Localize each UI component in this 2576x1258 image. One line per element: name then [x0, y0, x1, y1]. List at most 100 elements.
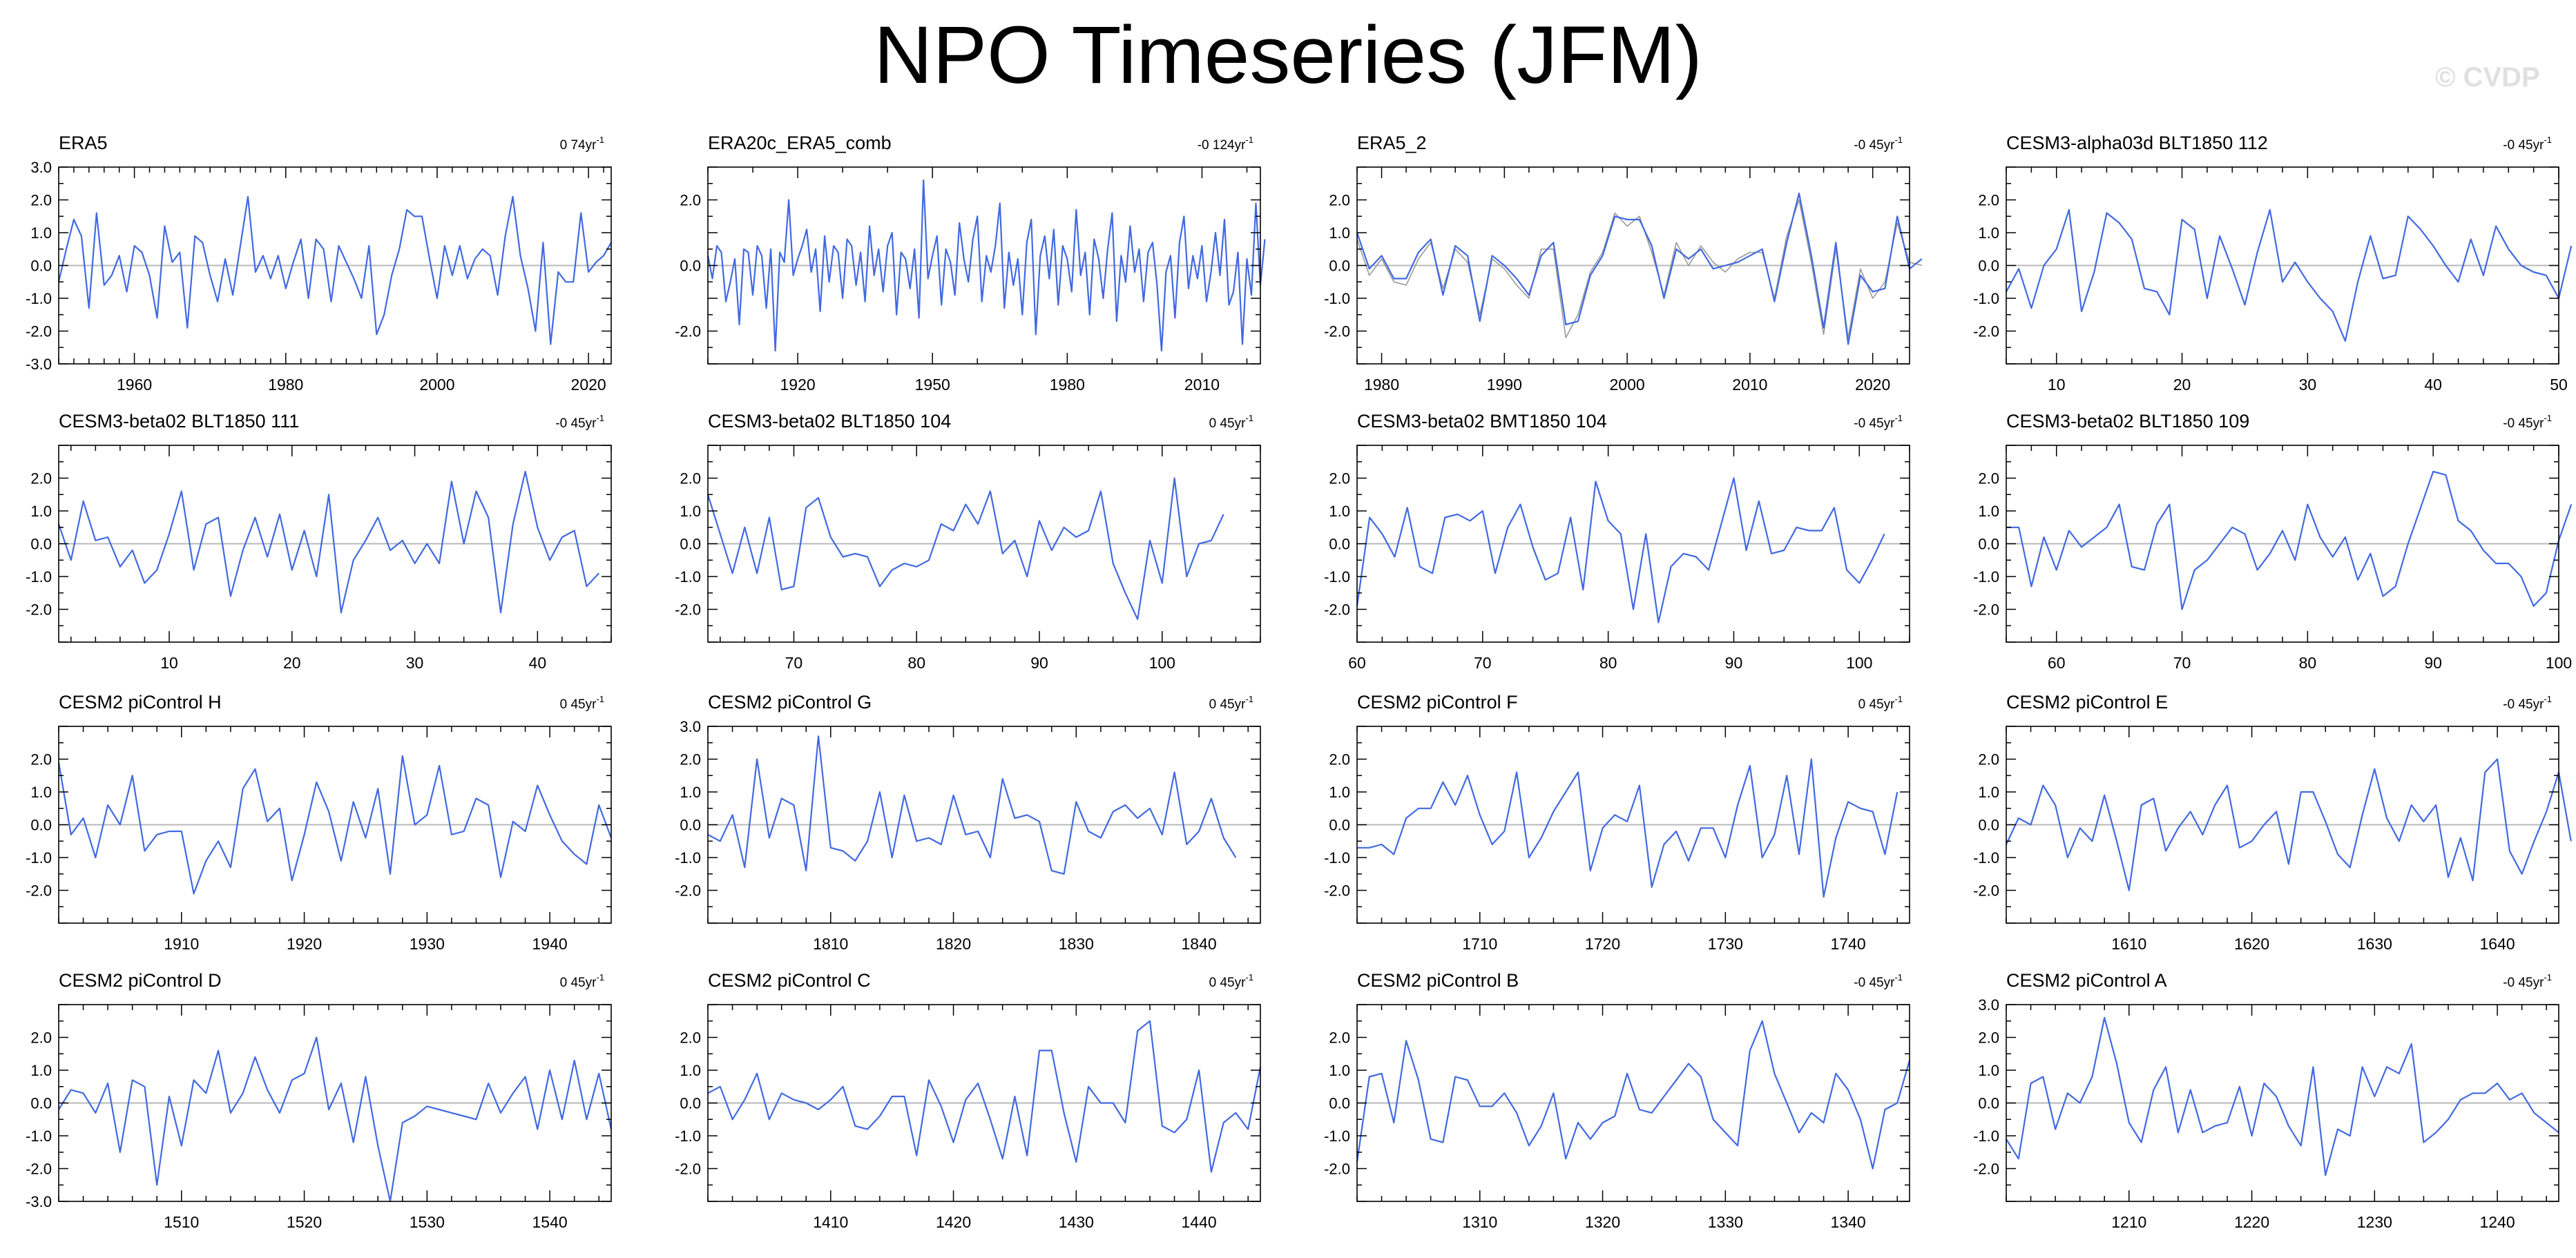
panel-title: ERA5 — [59, 133, 108, 153]
x-tick-label: 1740 — [1831, 935, 1866, 953]
panel: CESM2 piControl C 0 45yr-1 1410 1420 1430 144… — [675, 970, 1262, 1231]
x-tick-label: 1950 — [915, 376, 950, 394]
y-tick-label: 1.0 — [680, 1062, 701, 1079]
y-tick-label: 0.0 — [30, 258, 52, 275]
x-tick-label: 20 — [2173, 376, 2191, 394]
y-tick-label: 0.0 — [30, 536, 52, 553]
x-tick-label: 1920 — [780, 376, 815, 394]
y-tick-label: 1.0 — [30, 224, 52, 242]
x-tick-label: 2000 — [1610, 376, 1645, 394]
y-tick-label: 2.0 — [680, 751, 701, 768]
watermark: © CVDP — [2435, 62, 2540, 93]
y-tick-label: 0.0 — [680, 817, 701, 834]
panel-title: ERA5_2 — [1357, 133, 1427, 153]
y-tick-label: -1.0 — [26, 568, 52, 586]
trend-label: -0 45yr-1 — [1854, 972, 1903, 990]
x-tick-label: 1640 — [2480, 935, 2515, 953]
x-tick-label: 1240 — [2480, 1213, 2515, 1231]
y-tick-label: 1.0 — [1978, 1062, 1999, 1079]
x-tick-label: 90 — [2424, 654, 2442, 672]
series-line — [1357, 758, 1899, 898]
panel: CESM3-beta02 BLT1850 109 -0 45yr-1 60 70 80 9… — [1973, 411, 2573, 672]
panel-title: CESM3-alpha03d BLT1850 112 — [2006, 133, 2268, 153]
y-tick-label: 0.0 — [1978, 258, 1999, 275]
x-tick-label: 1920 — [287, 935, 322, 953]
panel: CESM2 piControl E -0 45yr-1 1610 1620 1630 16… — [1973, 692, 2572, 953]
series-line — [707, 179, 1266, 352]
panel-title: CESM2 piControl C — [708, 970, 871, 991]
y-tick-label: 1.0 — [1329, 784, 1350, 801]
x-tick-label: 1410 — [813, 1213, 848, 1231]
y-tick-label: 2.0 — [1329, 470, 1350, 487]
y-tick-label: -1.0 — [675, 1128, 701, 1145]
y-tick-label: 0.0 — [30, 1095, 52, 1112]
trend-label: 0 74yr-1 — [560, 135, 604, 153]
series-line — [2006, 209, 2573, 342]
panel-title: CESM3-beta02 BLT1850 109 — [2006, 411, 2249, 432]
x-tick-label: 2000 — [419, 376, 454, 394]
panel: CESM3-alpha03d BLT1850 112 -0 45yr-1 10 20 3… — [1973, 133, 2573, 394]
y-tick-label: -1.0 — [1324, 1128, 1350, 1145]
x-tick-label: 1830 — [1059, 935, 1094, 953]
y-tick-label: 1.0 — [680, 784, 701, 801]
y-tick-label: 1.0 — [30, 784, 52, 801]
y-tick-label: 2.0 — [30, 751, 52, 768]
y-tick-label: -2.0 — [1973, 601, 1999, 619]
x-tick-label: 80 — [907, 654, 925, 672]
x-tick-label: 1520 — [287, 1213, 322, 1231]
y-tick-label: 2.0 — [1329, 751, 1350, 768]
y-tick-label: -2.0 — [1973, 882, 1999, 900]
x-tick-label: 1620 — [2234, 935, 2269, 953]
x-tick-label: 40 — [529, 654, 547, 672]
x-tick-label: 1310 — [1462, 1213, 1497, 1231]
x-tick-label: 1530 — [410, 1213, 445, 1231]
x-tick-label: 2010 — [1184, 376, 1220, 394]
y-tick-label: -2.0 — [675, 323, 701, 340]
trend-label: -0 45yr-1 — [1854, 135, 1903, 153]
series-line — [707, 735, 1237, 875]
y-tick-label: 0.0 — [1329, 817, 1350, 834]
x-tick-label: 1820 — [936, 935, 971, 953]
x-tick-label: 1980 — [1050, 376, 1085, 394]
panel-title: CESM2 piControl E — [2006, 692, 2168, 713]
x-tick-label: 2010 — [1732, 376, 1767, 394]
y-tick-label: -2.0 — [1973, 1161, 1999, 1178]
y-tick-label: 0.0 — [1329, 536, 1350, 553]
series-line — [2006, 1016, 2559, 1177]
y-tick-label: 3.0 — [30, 159, 52, 176]
x-tick-label: 90 — [1030, 654, 1048, 672]
trend-label: 0 45yr-1 — [1209, 694, 1253, 712]
panel-title: CESM3-beta02 BLT1850 104 — [708, 411, 951, 432]
y-tick-label: 2.0 — [680, 1029, 701, 1047]
x-tick-label: 1430 — [1059, 1213, 1094, 1231]
y-tick-label: 0.0 — [1978, 817, 1999, 834]
x-tick-label: 30 — [406, 654, 424, 672]
y-tick-label: -2.0 — [1324, 882, 1350, 900]
trend-label: -0 45yr-1 — [555, 413, 604, 431]
y-tick-label: -2.0 — [26, 1161, 52, 1178]
series-line — [707, 477, 1224, 620]
x-tick-label: 60 — [1348, 654, 1366, 672]
panel: CESM3-beta02 BMT1850 104 -0 45yr-1 60 70 80 9… — [1324, 411, 1910, 672]
trend-label: 0 45yr-1 — [1858, 694, 1903, 712]
y-tick-label: 0.0 — [1978, 1095, 1999, 1112]
panel-title: CESM3-beta02 BLT1850 111 — [59, 411, 299, 432]
trend-label: -0 45yr-1 — [2503, 694, 2552, 712]
series-line — [58, 1036, 613, 1203]
y-tick-label: 1.0 — [1978, 503, 1999, 520]
y-tick-label: -2.0 — [26, 601, 52, 619]
x-tick-label: 1210 — [2111, 1213, 2146, 1231]
x-tick-label: 1910 — [164, 935, 199, 953]
panel-title: CESM2 piControl B — [1357, 970, 1519, 991]
x-tick-label: 1630 — [2357, 935, 2392, 953]
y-tick-label: -1.0 — [1973, 1128, 1999, 1145]
x-tick-label: 100 — [2546, 654, 2572, 672]
y-tick-label: -2.0 — [675, 1161, 701, 1178]
y-tick-label: -2.0 — [1324, 1161, 1350, 1178]
y-tick-label: -2.0 — [1973, 323, 1999, 340]
trend-label: 0 45yr-1 — [560, 972, 604, 990]
y-tick-label: -1.0 — [675, 849, 701, 867]
series-line — [1356, 1020, 1911, 1170]
panel: CESM2 piControl D 0 45yr-1 1510 1520 1530 154… — [26, 970, 613, 1231]
y-tick-label: 2.0 — [30, 470, 52, 487]
